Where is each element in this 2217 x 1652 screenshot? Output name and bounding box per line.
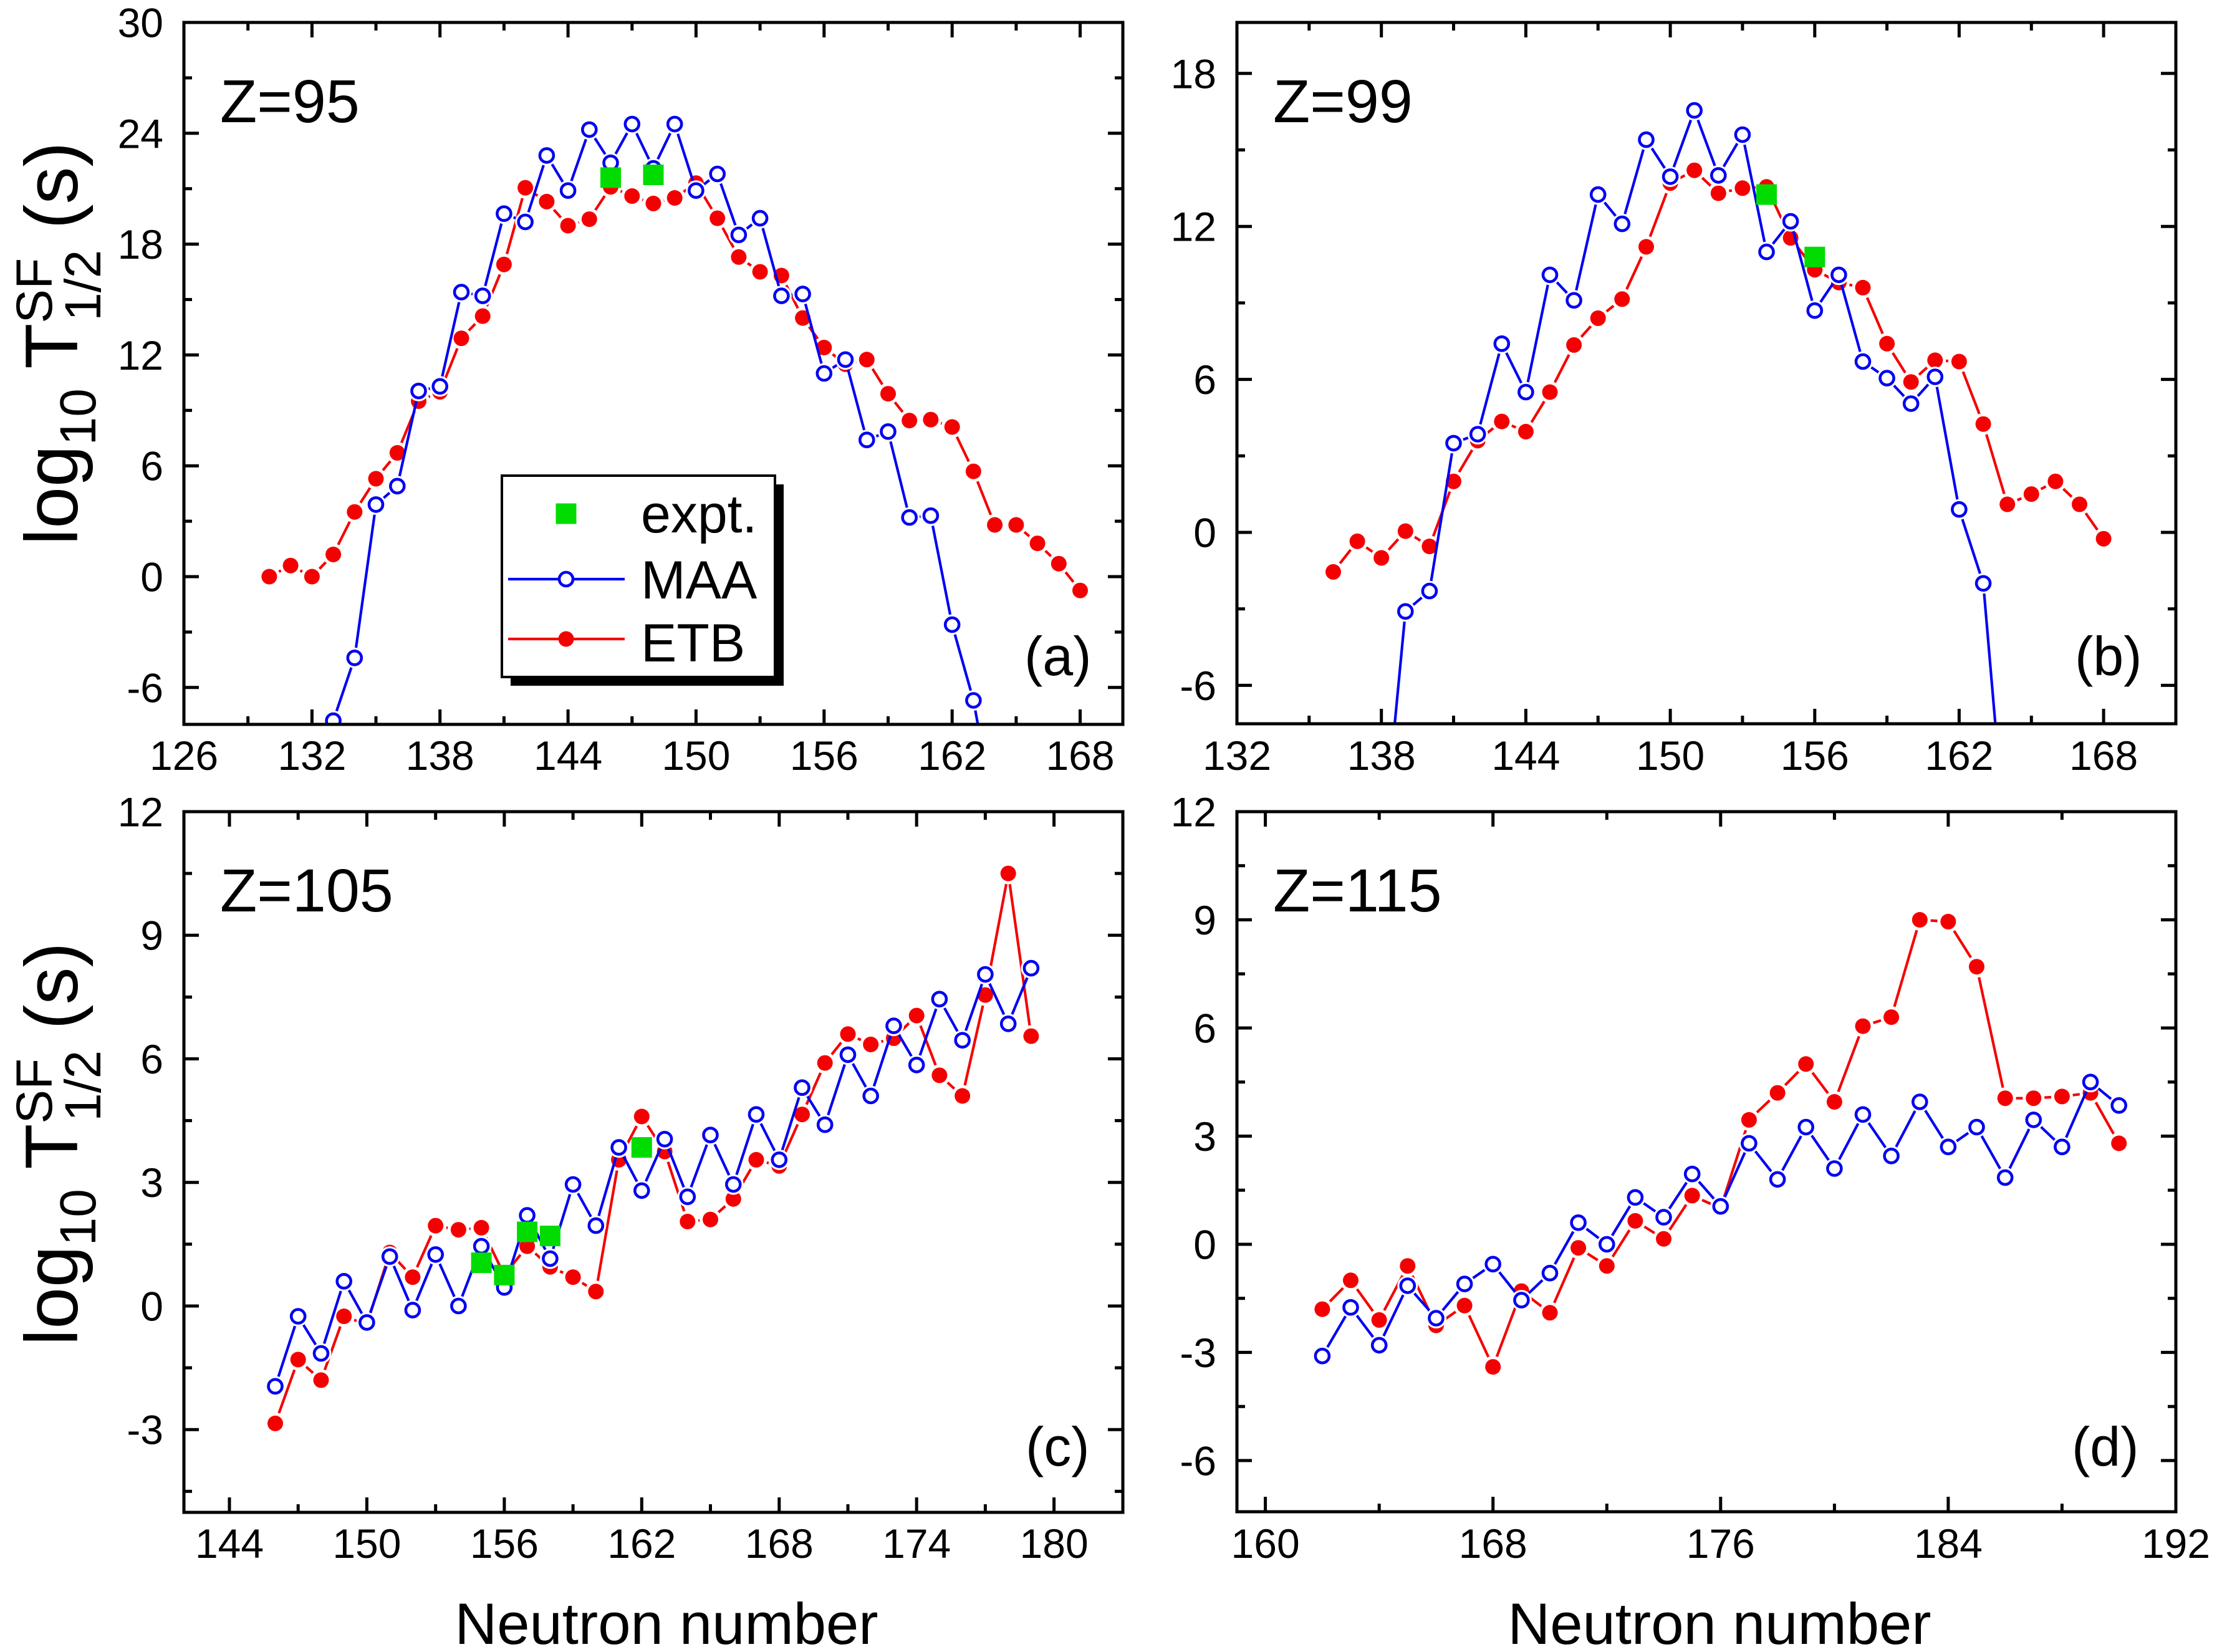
svg-text:9: 9	[140, 913, 163, 959]
svg-text:0: 0	[1193, 1222, 1216, 1268]
svg-text:168: 168	[1046, 732, 1114, 779]
svg-text:176: 176	[1686, 1520, 1755, 1567]
svg-text:150: 150	[661, 732, 730, 779]
svg-text:0: 0	[140, 1284, 163, 1330]
svg-text:150: 150	[1636, 732, 1705, 779]
svg-text:12: 12	[118, 332, 163, 378]
svg-text:18: 18	[118, 221, 163, 267]
svg-text:(b): (b)	[2075, 625, 2142, 687]
svg-text:160: 160	[1231, 1520, 1300, 1567]
svg-text:144: 144	[195, 1520, 264, 1567]
svg-text:12: 12	[118, 789, 163, 835]
svg-text:156: 156	[470, 1520, 539, 1567]
svg-text:MAA: MAA	[641, 550, 757, 610]
svg-text:-3: -3	[1180, 1330, 1216, 1376]
svg-text:6: 6	[140, 443, 163, 489]
svg-text:9: 9	[1193, 897, 1216, 943]
svg-text:0: 0	[140, 554, 163, 600]
svg-text:0: 0	[1193, 510, 1216, 556]
svg-text:Z=105: Z=105	[220, 857, 393, 924]
svg-text:(d): (d)	[2072, 1416, 2139, 1477]
svg-text:Z=115: Z=115	[1273, 857, 1442, 924]
svg-text:30: 30	[118, 0, 163, 46]
svg-text:(a): (a)	[1024, 625, 1092, 687]
svg-text:132: 132	[277, 732, 346, 779]
svg-text:6: 6	[140, 1036, 163, 1082]
svg-text:6: 6	[1193, 1006, 1216, 1052]
svg-text:138: 138	[406, 732, 474, 779]
svg-text:132: 132	[1203, 732, 1271, 779]
svg-text:3: 3	[1193, 1113, 1216, 1160]
svg-text:138: 138	[1347, 732, 1416, 779]
svg-text:-6: -6	[1180, 663, 1216, 709]
svg-text:184: 184	[1914, 1520, 1983, 1567]
svg-text:150: 150	[332, 1520, 401, 1567]
svg-text:Neutron number: Neutron number	[454, 1591, 878, 1649]
svg-text:144: 144	[1491, 732, 1560, 779]
svg-text:-6: -6	[1180, 1438, 1216, 1484]
svg-text:180: 180	[1020, 1520, 1089, 1567]
svg-text:24: 24	[118, 110, 163, 156]
svg-text:126: 126	[150, 732, 218, 779]
svg-text:192: 192	[2142, 1520, 2210, 1567]
svg-text:174: 174	[882, 1520, 951, 1567]
svg-text:12: 12	[1171, 204, 1216, 250]
svg-text:6: 6	[1193, 357, 1216, 403]
svg-text:(c): (c)	[1026, 1416, 1090, 1477]
svg-text:162: 162	[607, 1520, 676, 1567]
svg-text:Z=99: Z=99	[1273, 67, 1413, 135]
svg-text:Z=95: Z=95	[220, 67, 360, 135]
svg-text:ETB: ETB	[641, 613, 745, 673]
svg-text:156: 156	[790, 732, 858, 779]
svg-text:3: 3	[140, 1160, 163, 1206]
svg-text:-3: -3	[127, 1407, 163, 1453]
svg-text:12: 12	[1171, 789, 1216, 835]
svg-text:expt.: expt.	[641, 484, 757, 544]
svg-text:168: 168	[745, 1520, 814, 1567]
svg-text:18: 18	[1171, 50, 1216, 97]
svg-text:156: 156	[1781, 732, 1849, 779]
svg-text:162: 162	[918, 732, 986, 779]
svg-text:Neutron number: Neutron number	[1508, 1591, 1931, 1649]
svg-text:162: 162	[1925, 732, 1993, 779]
svg-text:-6: -6	[127, 665, 163, 711]
svg-text:168: 168	[1459, 1520, 1527, 1567]
svg-text:144: 144	[534, 732, 602, 779]
svg-text:168: 168	[2069, 732, 2138, 779]
